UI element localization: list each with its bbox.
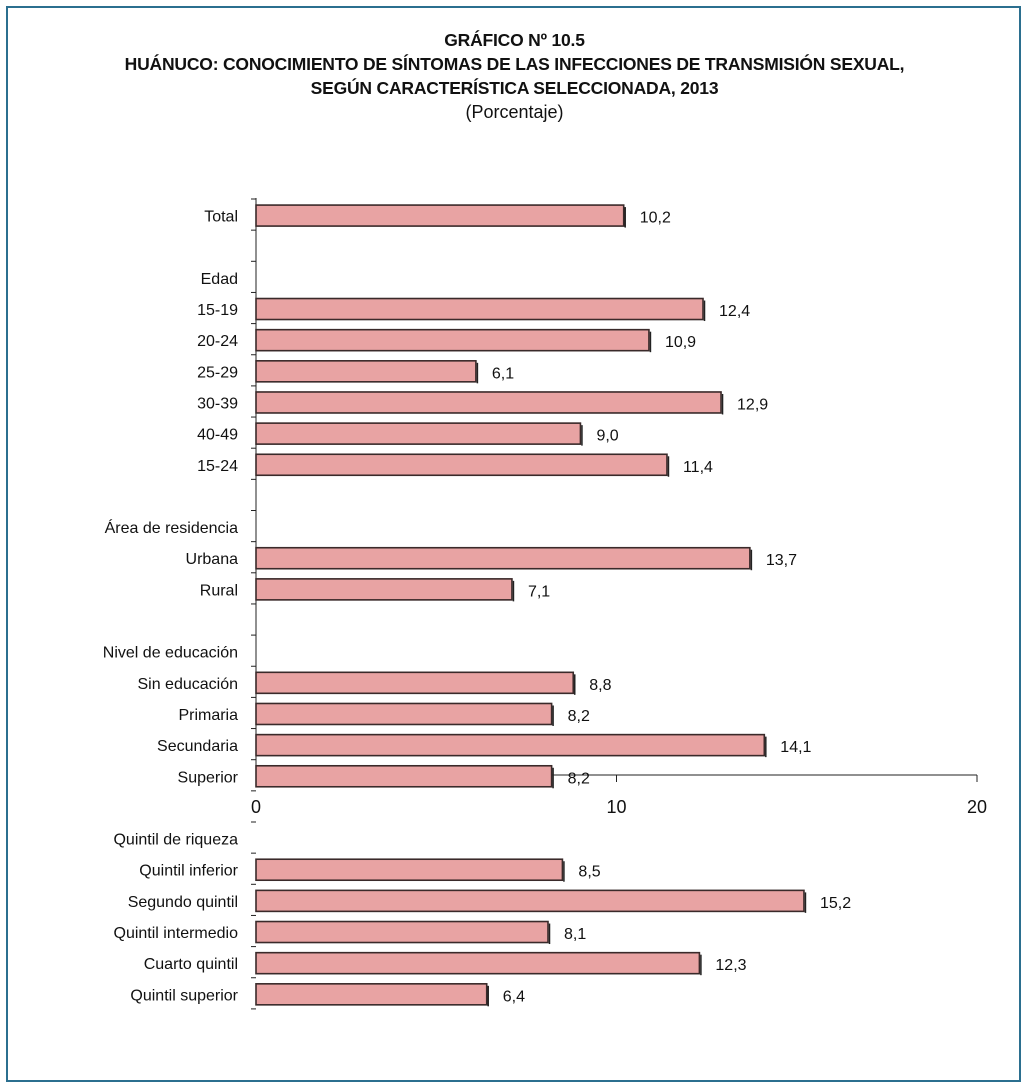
data-label: 11,4: [683, 459, 713, 476]
bar: [255, 671, 575, 695]
bar: [255, 328, 650, 352]
bar: [255, 422, 582, 445]
data-label: 6,4: [503, 988, 525, 1005]
data-label: 15,2: [820, 895, 851, 912]
bar: [255, 297, 704, 321]
data-label: 10,9: [665, 334, 696, 351]
bar: [255, 453, 668, 477]
data-label: 12,4: [719, 303, 750, 320]
category-label: 15-19: [197, 302, 238, 319]
data-label: 8,5: [578, 864, 600, 881]
data-label: 8,2: [568, 708, 590, 725]
x-tick-label: 0: [251, 797, 261, 817]
bar: [255, 578, 513, 601]
category-label: Total: [204, 209, 238, 226]
category-label: Quintil inferior: [139, 863, 238, 880]
category-label: Edad: [201, 271, 238, 288]
x-tick-label: 20: [967, 797, 987, 817]
x-tick-label: 10: [606, 797, 626, 817]
category-label: 20-24: [197, 333, 238, 350]
bar: [255, 889, 805, 913]
data-label: 7,1: [528, 583, 550, 600]
category-label: Rural: [200, 582, 238, 599]
group-header-label: Área de residencia: [105, 518, 239, 537]
data-label: 13,7: [766, 552, 797, 569]
group-header-label: Quintil de riqueza: [113, 832, 238, 849]
bar: [255, 951, 701, 975]
bar: [255, 983, 488, 1006]
category-label: Secundaria: [157, 738, 238, 755]
bar: [255, 204, 625, 227]
category-label: 25-29: [197, 364, 238, 381]
data-label: 6,1: [492, 365, 514, 382]
category-label: Urbana: [186, 551, 239, 568]
bar: [255, 858, 564, 882]
category-label: Sin educación: [137, 676, 238, 693]
data-label: 12,3: [715, 957, 746, 974]
data-label: 8,1: [564, 926, 586, 943]
bar: [255, 360, 477, 383]
category-label: Quintil superior: [130, 987, 238, 1004]
chart-subtitle: (Porcentaje): [465, 102, 564, 122]
bar: [255, 733, 766, 757]
data-label: 8,8: [589, 677, 611, 694]
data-label: 10,2: [640, 210, 671, 227]
category-label: Segundo quintil: [128, 894, 238, 911]
bar: [255, 546, 751, 570]
data-label: 12,9: [737, 396, 768, 413]
bar: [255, 920, 549, 944]
data-label: 8,2: [568, 770, 590, 787]
category-label: Quintil intermedio: [114, 925, 239, 942]
category-label: 40-49: [197, 427, 238, 444]
bar: [255, 702, 553, 726]
bar: [255, 391, 722, 414]
category-label: Superior: [178, 769, 239, 786]
data-label: 9,0: [596, 428, 618, 445]
chart-title-line-2: HUÁNUCO: CONOCIMIENTO DE SÍNTOMAS DE LAS…: [124, 54, 905, 74]
chart-title: GRÁFICO Nº 10.5 HUÁNUCO: CONOCIMIENTO DE…: [0, 28, 1029, 124]
category-label: Primaria: [178, 707, 238, 724]
group-header-label: Nivel de educación: [103, 645, 238, 662]
bar: [255, 764, 553, 788]
category-label: 15-24: [197, 458, 238, 475]
category-label: 30-39: [197, 395, 238, 412]
chart-title-line-3: SEGÚN CARACTERÍSTICA SELECCIONADA, 2013: [310, 78, 719, 98]
data-label: 14,1: [780, 739, 811, 756]
category-label: Cuarto quintil: [144, 956, 238, 973]
chart-title-line-1: GRÁFICO Nº 10.5: [444, 30, 585, 50]
